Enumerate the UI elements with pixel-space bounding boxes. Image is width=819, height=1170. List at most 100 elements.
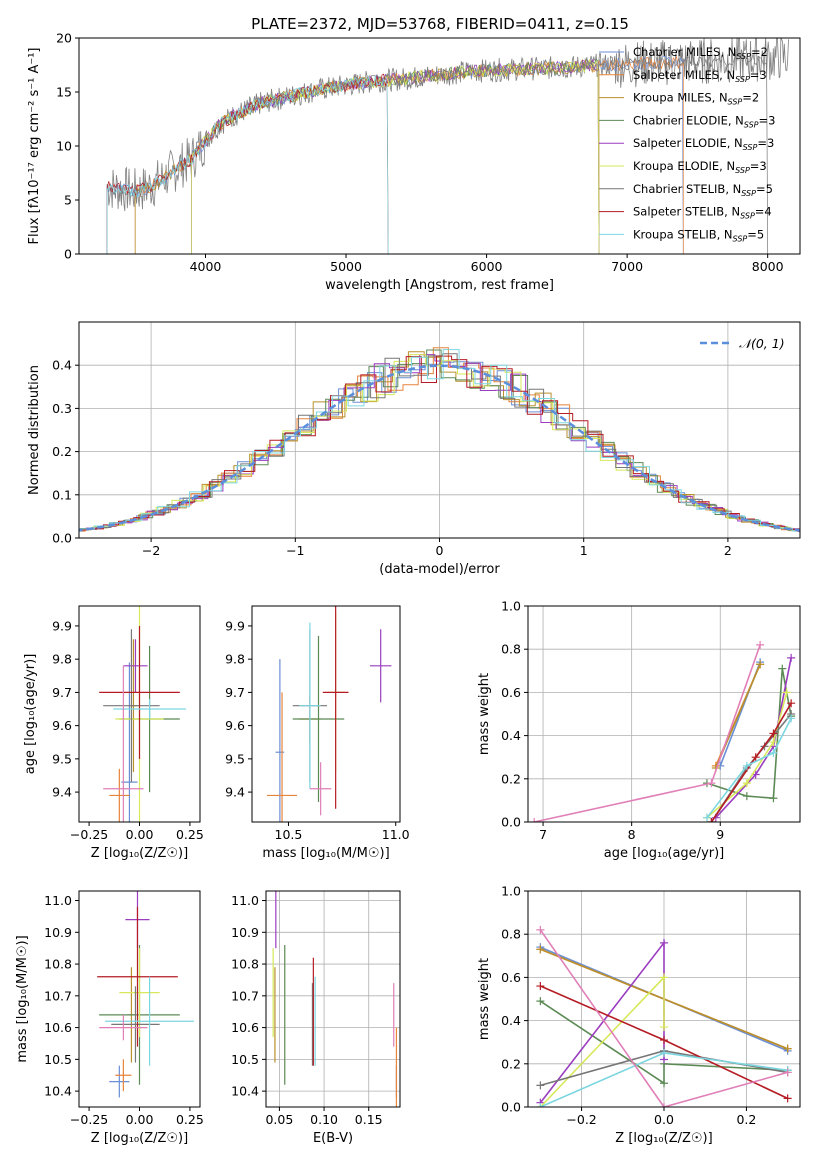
y-tick-label: 10 bbox=[56, 139, 72, 154]
mass-weight-line bbox=[539, 975, 665, 1107]
x-axis-label: E(B-V) bbox=[313, 1131, 353, 1146]
y-tick-label: 0.4 bbox=[501, 1013, 521, 1028]
axes-frame bbox=[265, 890, 401, 1108]
mass-weight-marker bbox=[783, 1094, 792, 1103]
y-tick-label: 0.2 bbox=[52, 444, 72, 459]
x-tick-label: 6000 bbox=[471, 259, 503, 274]
x-axis-label: Z [log₁₀(Z/Z☉)] bbox=[615, 1131, 712, 1146]
y-tick-label: 10.6 bbox=[44, 1020, 72, 1035]
y-tick-label: 0.0 bbox=[501, 815, 521, 830]
x-tick-label: 0.25 bbox=[176, 827, 204, 842]
mass-weight-marker bbox=[536, 997, 545, 1006]
x-axis-label: mass [log₁₀(M/M☉)] bbox=[262, 846, 389, 861]
y-tick-label: 0.2 bbox=[501, 1056, 521, 1071]
model-spectrum-line bbox=[191, 59, 600, 254]
y-tick-label: 10.9 bbox=[231, 925, 259, 940]
model-spectrum-line bbox=[191, 58, 600, 254]
mass-weight-marker bbox=[783, 1068, 792, 1077]
panel-spectrum: 4000 5000 6000 7000 8000 0 5 10 15 20 wavelength [… bbox=[27, 31, 801, 293]
legend-entry: 𝒩(0, 1) bbox=[739, 336, 785, 351]
mass-weight-marker bbox=[742, 761, 751, 770]
y-tick-label: 9.9 bbox=[225, 618, 245, 633]
x-tick-label: 0.0 bbox=[654, 1112, 674, 1127]
panel-age-vs-mass: 10.5 11.0 9.4 9.5 9.6 9.7 9.8 9.9 mass [log₁₀(M/… bbox=[225, 605, 410, 861]
model-spectrum-line bbox=[106, 55, 684, 254]
y-axis-label: mass weight bbox=[477, 673, 492, 755]
mass-weight-line bbox=[534, 644, 761, 822]
y-tick-label: 9.4 bbox=[225, 785, 245, 800]
y-tick-label: 10.7 bbox=[231, 988, 259, 1003]
panel-mass-vs-Z: −0.25 0.00 0.25 10.4 10.5 10.6 10.7 10.8 10.9 11.… bbox=[15, 890, 204, 1146]
y-tick-label: 0.8 bbox=[501, 927, 521, 942]
legend-entry: Salpeter ELODIE, NSSP=3 bbox=[633, 136, 774, 152]
y-tick-label: 11.0 bbox=[231, 893, 259, 908]
y-tick-label: 0.8 bbox=[501, 642, 521, 657]
y-tick-label: 0.2 bbox=[501, 771, 521, 786]
panel-residuals: −2 −1 0 1 2 0.0 0.1 0.2 0.3 0.4 (data-model)/error… bbox=[27, 321, 801, 577]
y-tick-label: 10.5 bbox=[231, 1052, 259, 1067]
x-tick-label: 7000 bbox=[611, 259, 643, 274]
y-tick-label: 5 bbox=[64, 193, 72, 208]
y-tick-label: 0.4 bbox=[501, 728, 521, 743]
y-tick-label: 9.5 bbox=[52, 751, 72, 766]
panel-age-vs-Z: −0.25 0.00 0.25 9.4 9.5 9.6 9.7 9.8 9.9 Z [log₁₀(… bbox=[23, 605, 204, 861]
plot-area-age-vs-Z bbox=[99, 606, 186, 822]
panel-weight-vs-age: 7 8 9 0.0 0.2 0.4 0.6 0.8 1.0 age [log₁₀(age/yr)]… bbox=[477, 599, 801, 861]
mass-weight-marker bbox=[751, 753, 760, 762]
x-tick-label: 0.15 bbox=[355, 1112, 383, 1127]
x-tick-label: 0.00 bbox=[126, 827, 154, 842]
y-tick-label: 0.0 bbox=[52, 531, 72, 546]
y-axis-label: mass [log₁₀(M/M☉)] bbox=[15, 935, 30, 1062]
x-tick-label: −0.2 bbox=[566, 1112, 596, 1127]
mass-weight-marker bbox=[742, 779, 751, 788]
residual-histogram-step bbox=[79, 347, 800, 532]
x-tick-label: 8000 bbox=[752, 259, 784, 274]
y-tick-label: 9.8 bbox=[225, 652, 245, 667]
x-tick-label: 0.25 bbox=[176, 1112, 204, 1127]
y-tick-label: 10.8 bbox=[44, 957, 72, 972]
x-tick-label: 0 bbox=[436, 543, 444, 558]
x-axis-label: wavelength [Angstrom, rest frame] bbox=[325, 278, 554, 293]
y-tick-label: 10.8 bbox=[231, 957, 259, 972]
plot-area-mass-vs-Z bbox=[97, 891, 194, 1098]
y-tick-label: 9.9 bbox=[52, 618, 72, 633]
x-tick-label: 9 bbox=[716, 827, 724, 842]
y-tick-label: 1.0 bbox=[501, 884, 521, 899]
mass-weight-marker bbox=[783, 1044, 792, 1053]
x-tick-label: 0.10 bbox=[310, 1112, 338, 1127]
legend-entry: Kroupa STELIB, NSSP=5 bbox=[633, 227, 764, 243]
mass-weight-marker bbox=[660, 1079, 668, 1088]
x-tick-label: 0.2 bbox=[736, 1112, 756, 1127]
y-tick-label: 0.3 bbox=[52, 401, 72, 416]
x-axis-label: Z [log₁₀(Z/Z☉)] bbox=[91, 1131, 188, 1146]
mass-weight-line bbox=[539, 940, 665, 1104]
residual-histogram-step bbox=[79, 354, 800, 532]
x-tick-label: 0.05 bbox=[265, 1112, 293, 1127]
mass-weight-marker bbox=[536, 982, 545, 991]
y-tick-label: 0.1 bbox=[52, 487, 72, 502]
mass-weight-marker bbox=[787, 714, 796, 723]
y-tick-label: 9.6 bbox=[225, 718, 245, 733]
axes-frame bbox=[527, 605, 801, 823]
mass-weight-line bbox=[539, 929, 788, 1107]
y-tick-label: 10.9 bbox=[44, 925, 72, 940]
x-tick-label: 2 bbox=[724, 543, 732, 558]
y-tick-label: 9.6 bbox=[52, 718, 72, 733]
legend-entry: Kroupa MILES, NSSP=2 bbox=[633, 91, 759, 107]
mass-weight-line bbox=[710, 702, 792, 822]
mass-weight-marker bbox=[782, 688, 791, 697]
x-axis-label: Z [log₁₀(Z/Z☉)] bbox=[91, 846, 188, 861]
y-tick-label: 9.8 bbox=[52, 652, 72, 667]
x-tick-label: 8 bbox=[628, 827, 636, 842]
x-tick-label: 7 bbox=[539, 827, 547, 842]
plot-area-spectrum bbox=[106, 38, 789, 254]
mass-weight-marker bbox=[536, 1081, 545, 1090]
model-spectrum-line bbox=[106, 75, 389, 254]
mass-weight-marker bbox=[660, 1036, 668, 1045]
x-tick-label: −1 bbox=[286, 543, 304, 558]
x-tick-label: 0.00 bbox=[126, 1112, 154, 1127]
mass-weight-marker bbox=[530, 818, 539, 822]
y-tick-label: 10.4 bbox=[231, 1084, 259, 1099]
y-tick-label: 9.7 bbox=[225, 685, 245, 700]
